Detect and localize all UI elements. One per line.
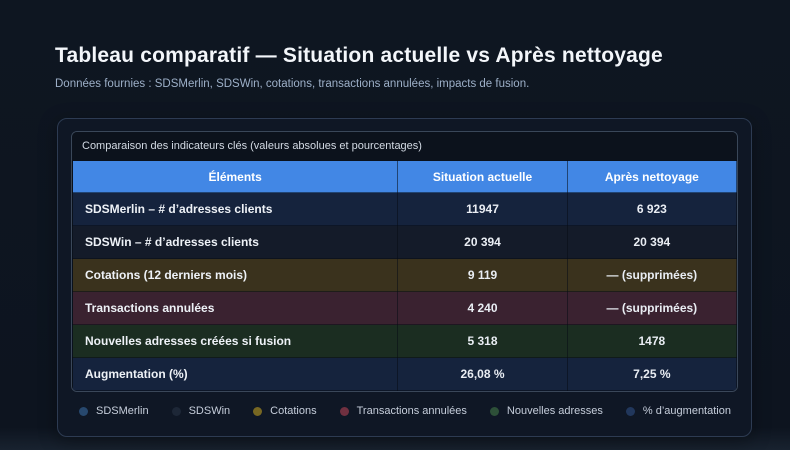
legend-label: Nouvelles adresses [506,405,603,417]
row-current-value: 11947 [397,192,568,226]
row-after-value: 6 923 [566,192,737,226]
legend-dot-icon [625,406,635,416]
page-subtitle: Données fournies : SDSMerlin, SDSWin, co… [55,78,530,90]
legend: SDSMerlin SDSWin Cotations Transactions … [71,405,738,417]
legend-dot-icon [489,406,499,416]
table-caption: Comparaison des indicateurs clés (valeur… [72,132,737,160]
row-label: Nouvelles adresses créées si fusion [72,324,399,358]
legend-label: Transactions annulées [356,405,467,417]
legend-dot-icon [171,406,181,416]
column-header-situation-actuelle: Situation actuelle [397,160,568,193]
legend-item-cotations: Cotations [253,405,317,417]
row-after-value: — (supprimées) [566,291,737,325]
row-current-value: 26,08 % [397,357,568,391]
column-header-elements: Éléments [72,160,399,193]
row-after-value: 1478 [566,324,737,358]
legend-dot-icon [79,406,88,416]
row-current-value: 5 318 [397,324,568,358]
legend-label: SDSMerlin [96,405,149,417]
legend-dot-icon [339,406,349,416]
column-header-apres-nettoyage: Après nettoyage [566,160,737,193]
comparison-table: Éléments Situation actuelle Après nettoy… [72,160,737,391]
table-row-sdsmerlin: SDSMerlin – # d’adresses clients 11947 6… [72,192,737,226]
table-row-transactions-annulees: Transactions annulées 4 240 — (supprimée… [72,291,737,325]
row-label: Transactions annulées [72,291,399,325]
table-header-row: Éléments Situation actuelle Après nettoy… [72,160,737,193]
row-current-value: 9 119 [397,258,568,292]
table-row-nouvelles-adresses: Nouvelles adresses créées si fusion 5 31… [72,324,737,358]
row-label: SDSMerlin – # d’adresses clients [72,192,399,226]
legend-item-transactions-annulees: Transactions annulées [339,405,467,417]
page-title: Tableau comparatif — Situation actuelle … [55,44,663,67]
table-row-sdswin: SDSWin – # d’adresses clients 20 394 20 … [72,225,737,259]
legend-item-nouvelles-adresses: Nouvelles adresses [489,405,603,417]
legend-item-pct-augmentation: % d’augmentation [625,405,731,417]
row-label: SDSWin – # d’adresses clients [72,225,399,259]
legend-label: % d’augmentation [642,405,731,417]
legend-label: SDSWin [188,405,231,417]
legend-label: Cotations [270,405,317,417]
row-label: Cotations (12 derniers mois) [72,258,399,292]
row-after-value: — (supprimées) [566,258,737,292]
table-row-augmentation: Augmentation (%) 26,08 % 7,25 % [72,357,737,391]
row-label: Augmentation (%) [72,357,399,391]
legend-dot-icon [253,406,263,416]
comparison-card: Comparaison des indicateurs clés (valeur… [57,118,752,437]
table-row-cotations: Cotations (12 derniers mois) 9 119 — (su… [72,258,737,292]
legend-item-sdsmerlin: SDSMerlin [79,405,149,417]
row-current-value: 4 240 [397,291,568,325]
row-current-value: 20 394 [397,225,568,259]
row-after-value: 20 394 [566,225,737,259]
legend-item-sdswin: SDSWin [171,405,231,417]
table-container: Comparaison des indicateurs clés (valeur… [71,131,738,392]
row-after-value: 7,25 % [566,357,737,391]
